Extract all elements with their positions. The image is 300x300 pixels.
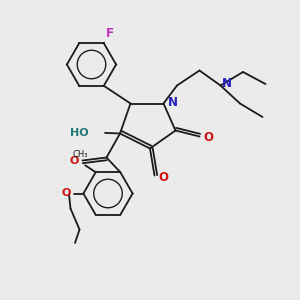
Text: O: O	[203, 131, 213, 144]
Text: O: O	[69, 155, 79, 166]
Text: N: N	[168, 96, 178, 110]
Text: O: O	[61, 188, 70, 199]
Text: N: N	[222, 77, 232, 90]
Text: HO: HO	[70, 128, 88, 139]
Text: CH₃: CH₃	[73, 150, 88, 159]
Text: F: F	[106, 27, 114, 40]
Text: O: O	[158, 171, 168, 184]
